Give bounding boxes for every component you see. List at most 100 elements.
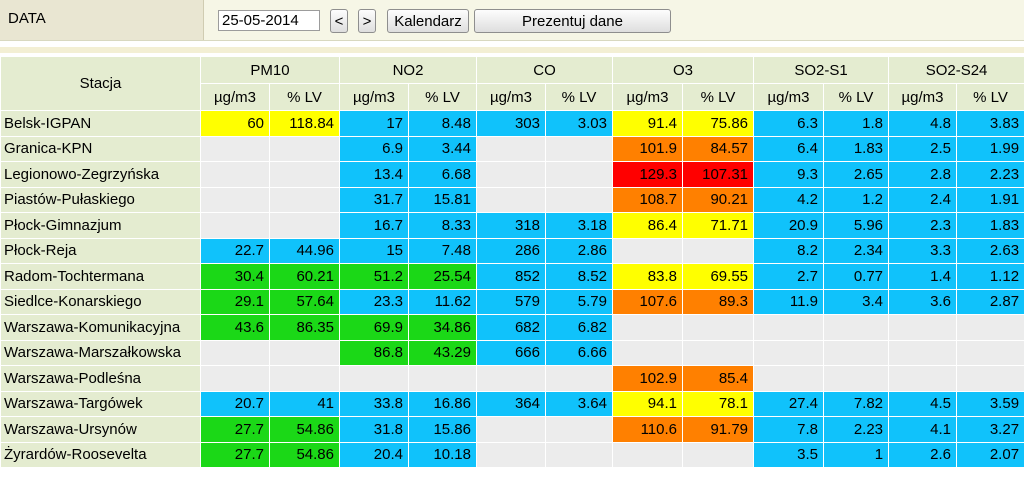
table-row: Żyrardów-Roosevelta 27.7 54.86 20.4 10.18 3.5… (0, 441, 1024, 468)
value-cell: 31.7 (339, 186, 409, 213)
value-cell: 20.9 (753, 212, 825, 239)
unit-header-row: µg/m3% LV µg/m3% LV µg/m3% LV µg/m3% LV µg/m… (1, 83, 1024, 111)
pollutant-header: SO2-S24 (888, 56, 1024, 84)
value-cell: 118.84 (269, 110, 340, 137)
value-cell: 1.83 (956, 212, 1024, 239)
value-cell: 5.79 (545, 288, 613, 315)
value-cell: 33.8 (339, 390, 409, 417)
value-cell (476, 186, 546, 213)
value-cell: 4.1 (888, 416, 958, 443)
value-cell: 86.35 (269, 314, 340, 341)
next-day-button[interactable]: > (358, 9, 376, 33)
calendar-button[interactable]: Kalendarz (387, 9, 469, 33)
value-cell: 15 (339, 237, 409, 264)
previous-day-button[interactable]: < (330, 9, 348, 33)
value-cell: 2.6 (888, 441, 958, 468)
table-row: Radom-Tochtermana 30.4 60.21 51.2 25.54 852 8.… (0, 263, 1024, 290)
value-cell: 2.23 (823, 416, 890, 443)
station-name: Piastów-Pułaskiego (0, 186, 201, 213)
value-cell: 71.71 (681, 212, 755, 239)
value-cell (956, 339, 1024, 366)
pollutant-header: PM10 (200, 56, 340, 84)
separator-stripe (0, 47, 1024, 53)
value-cell (200, 339, 270, 366)
value-cell: 27.4 (753, 390, 825, 417)
station-name: Warszawa-Marszałkowska (0, 339, 201, 366)
value-cell (545, 365, 613, 392)
value-cell (200, 135, 270, 162)
value-cell: 60.21 (269, 263, 340, 290)
table-row: Granica-KPN 6.9 3.44 101.9 84.57 6.4 1.83 2.5 1.… (0, 135, 1024, 162)
value-cell: 27.7 (200, 441, 270, 468)
value-cell (545, 135, 613, 162)
value-cell (545, 416, 613, 443)
value-cell: 129.3 (612, 161, 683, 188)
value-cell: 91.79 (681, 416, 755, 443)
value-cell: 8.2 (753, 237, 825, 264)
value-cell: 3.64 (545, 390, 613, 417)
value-cell: 22.7 (200, 237, 270, 264)
value-cell: 90.21 (681, 186, 755, 213)
value-cell: 4.5 (888, 390, 958, 417)
value-cell: 23.3 (339, 288, 409, 315)
value-cell: 0.77 (823, 263, 890, 290)
value-cell (681, 339, 755, 366)
value-cell (200, 161, 270, 188)
value-cell: 2.4 (888, 186, 958, 213)
value-cell: 84.57 (681, 135, 755, 162)
value-cell (269, 186, 340, 213)
table-row: Belsk-IGPAN 60 118.84 17 8.48 303 3.03 91.4 75.8… (0, 110, 1024, 137)
present-data-button[interactable]: Prezentuj dane (474, 9, 671, 33)
value-cell (545, 186, 613, 213)
value-cell: 8.33 (408, 212, 477, 239)
value-cell: 579 (476, 288, 546, 315)
pollutant-header-row: Stacja PM10 NO2 CO O3 SO2-S1 SO2-S24 (0, 56, 1024, 111)
unit-header-percent-lv: % LV (823, 83, 890, 111)
table-row: Warszawa-Ursynów 27.7 54.86 31.8 15.86 110.6 9… (0, 416, 1024, 443)
value-cell: 44.96 (269, 237, 340, 264)
value-cell: 6.66 (545, 339, 613, 366)
value-cell: 43.29 (408, 339, 477, 366)
station-name: Legionowo-Zegrzyńska (0, 161, 201, 188)
value-cell (269, 135, 340, 162)
value-cell: 2.07 (956, 441, 1024, 468)
value-cell: 7.48 (408, 237, 477, 264)
value-cell: 4.2 (753, 186, 825, 213)
value-cell: 6.9 (339, 135, 409, 162)
date-toolbar: DATA < > Kalendarz Prezentuj dane (0, 0, 1024, 41)
value-cell: 3.44 (408, 135, 477, 162)
value-cell: 107.31 (681, 161, 755, 188)
value-cell: 682 (476, 314, 546, 341)
value-cell (200, 212, 270, 239)
value-cell: 34.86 (408, 314, 477, 341)
unit-header-concentration: µg/m3 (339, 83, 409, 111)
table-row: Siedlce-Konarskiego 29.1 57.64 23.3 11.62 579… (0, 288, 1024, 315)
value-cell: 2.86 (545, 237, 613, 264)
value-cell: 2.5 (888, 135, 958, 162)
value-cell: 17 (339, 110, 409, 137)
value-cell: 3.18 (545, 212, 613, 239)
value-cell: 54.86 (269, 441, 340, 468)
pollutant-header: CO (476, 56, 613, 84)
value-cell (269, 339, 340, 366)
value-cell (888, 314, 958, 341)
station-name: Warszawa-Ursynów (0, 416, 201, 443)
value-cell: 3.03 (545, 110, 613, 137)
date-input[interactable] (218, 10, 320, 31)
value-cell (753, 339, 825, 366)
value-cell: 3.6 (888, 288, 958, 315)
value-cell (681, 441, 755, 468)
value-cell (476, 441, 546, 468)
value-cell: 2.87 (956, 288, 1024, 315)
value-cell (476, 135, 546, 162)
unit-header-percent-lv: % LV (269, 83, 340, 111)
value-cell: 69.55 (681, 263, 755, 290)
value-cell: 6.4 (753, 135, 825, 162)
value-cell: 110.6 (612, 416, 683, 443)
value-cell: 4.8 (888, 110, 958, 137)
value-cell: 2.23 (956, 161, 1024, 188)
station-name: Belsk-IGPAN (0, 110, 201, 137)
value-cell: 75.86 (681, 110, 755, 137)
value-cell: 78.1 (681, 390, 755, 417)
value-cell: 2.34 (823, 237, 890, 264)
